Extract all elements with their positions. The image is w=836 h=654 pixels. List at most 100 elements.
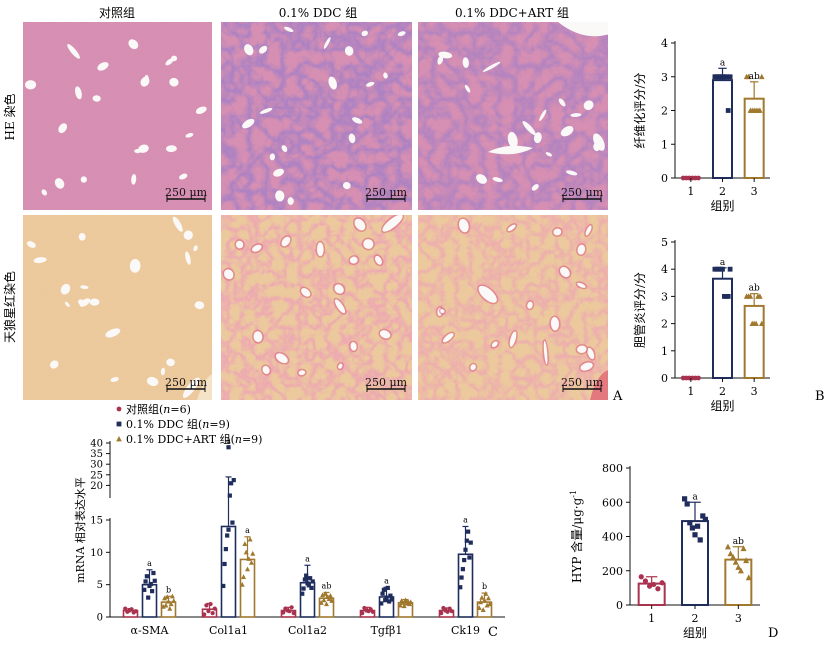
point-triangle <box>239 581 245 587</box>
point-triangle <box>318 600 324 605</box>
x-tick-label: 1 <box>687 385 694 398</box>
tile-vessel <box>464 84 471 93</box>
significance-label: a <box>305 554 310 563</box>
tile-vessel <box>491 341 498 348</box>
x-tick-label: Tgfβ1 <box>371 624 403 637</box>
scale-bar-label: 250 μm <box>561 376 604 389</box>
point-square <box>225 533 230 538</box>
y-tick-label: 30 <box>90 460 103 471</box>
scale-bar-label: 250 μm <box>365 186 408 199</box>
histology-tile-sirius-control: 250 μm <box>23 215 212 400</box>
tile-fibrosis <box>221 215 412 400</box>
histology-tile-sirius-ddc: 250 μm <box>221 215 412 400</box>
point-triangle <box>724 543 731 550</box>
point-square <box>388 593 393 598</box>
tile-vessel <box>75 86 82 100</box>
tile-vessel <box>128 39 139 50</box>
point-triangle <box>735 564 742 570</box>
point-square <box>385 585 390 590</box>
point-square <box>142 587 147 592</box>
tile-vessel <box>543 340 548 365</box>
point-triangle <box>241 574 247 580</box>
point-triangle <box>727 550 734 557</box>
y-axis-title: mRNA 相对表达水平 <box>73 477 87 583</box>
tile-vessel <box>54 178 65 189</box>
point-triangle <box>757 293 763 299</box>
tile-vessel <box>560 267 570 278</box>
point-triangle <box>485 595 491 601</box>
point-triangle <box>171 598 177 603</box>
legend-label: 0.1% DDC 组(n=9) <box>126 417 230 431</box>
point-triangle <box>248 559 254 565</box>
x-tick-label: 2 <box>719 385 726 398</box>
legend-label: 对照组(n=6) <box>126 402 191 416</box>
y-tick-label: 0 <box>616 599 623 612</box>
x-tick-label: Col1a2 <box>288 624 327 637</box>
point-triangle <box>324 601 329 607</box>
y-tick-label: 1 <box>661 345 668 358</box>
tile-vessel <box>383 72 388 79</box>
scale-bar-label: 250 μm <box>365 376 408 389</box>
legend-label-text: 0.1% DDC+ART 组( <box>126 432 235 446</box>
tile-vessel <box>348 133 356 144</box>
row-header-he: HE 染色 <box>2 93 17 140</box>
histology-tile-he-art: 250 μm <box>418 22 608 210</box>
point-triangle <box>243 549 249 555</box>
point-square <box>459 575 464 580</box>
legend-item-art: 0.1% DDC+ART 组(n=9) <box>116 432 262 446</box>
tile-vessel <box>342 181 351 190</box>
point-square <box>380 591 385 596</box>
legend-label-text: 对照组( <box>126 402 163 416</box>
point-square <box>116 421 122 427</box>
significance-label: a <box>384 576 389 585</box>
point-triangle <box>320 592 326 598</box>
significance-label: a <box>720 258 726 268</box>
point-triangle <box>484 602 490 608</box>
point-triangle <box>250 550 256 556</box>
tile-vessel <box>397 31 406 37</box>
tile-vessel <box>462 57 469 68</box>
tile-content <box>221 215 412 400</box>
x-tick-label: 2 <box>692 612 699 625</box>
chart-hyp-content: 0 200 400 600 800 1 2 a 3 ab 组别 HYP 含量/μg·g-1 D <box>569 462 778 641</box>
tile-vessel <box>533 132 542 144</box>
point-square <box>460 567 465 572</box>
y-tick-label: 1 <box>661 138 668 151</box>
y-tick-label: 0 <box>661 372 668 385</box>
tile-vessel <box>244 44 254 56</box>
point-triangle <box>321 597 327 603</box>
point-square <box>702 516 708 522</box>
point-square <box>384 595 389 600</box>
tile-vessel <box>334 299 346 314</box>
point-triangle <box>732 558 739 565</box>
tile-vessel <box>185 251 191 265</box>
tile-vessel <box>224 269 234 280</box>
tile-vessel <box>284 26 294 33</box>
tile-vessel <box>527 301 533 309</box>
significance-label: b <box>166 585 171 594</box>
point-circle <box>370 609 375 614</box>
point-square <box>230 520 235 525</box>
point-square <box>226 527 231 532</box>
y-tick-label: 0 <box>661 172 668 185</box>
point-circle <box>210 611 215 616</box>
tile-vessel <box>80 176 87 183</box>
y-tick-label: 10 <box>90 548 103 559</box>
point-square <box>144 574 149 579</box>
y-tick-label: 2 <box>661 318 668 331</box>
tile-vessel <box>281 145 288 153</box>
tile-vessel <box>354 218 366 231</box>
y-tick-label: 20 <box>90 481 103 492</box>
legend-label-count: =9) <box>209 418 230 431</box>
tile-vessel <box>235 240 244 249</box>
tile-vessel <box>253 331 263 343</box>
point-square <box>310 579 315 584</box>
tile-vessel <box>470 364 476 371</box>
x-tick-label: 1 <box>687 185 694 198</box>
tile-vessel <box>301 288 311 297</box>
x-tick-label: α-SMA <box>131 624 170 637</box>
point-square <box>152 578 157 583</box>
tile-content <box>418 22 608 210</box>
point-triangle <box>329 598 335 603</box>
